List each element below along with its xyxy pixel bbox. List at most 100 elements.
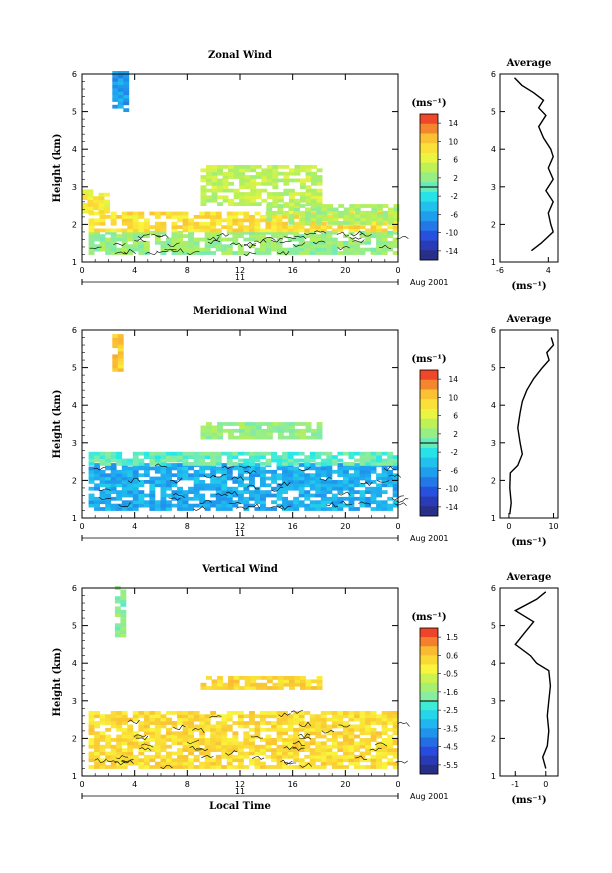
heatmap-cell: [160, 744, 167, 749]
heatmap-cell: [260, 714, 266, 719]
heatmap-cell: [260, 451, 266, 456]
heatmap-cell: [237, 483, 244, 488]
heatmap-cell: [237, 724, 244, 729]
heatmap-cell: [305, 422, 312, 426]
heatmap-cell: [177, 507, 183, 511]
heatmap-cell: [171, 473, 178, 478]
heatmap-cell: [243, 724, 250, 729]
heatmap-cell: [392, 483, 399, 488]
heatmap-cell: [188, 247, 194, 252]
heatmap-cell: [320, 486, 327, 491]
heatmap-cell: [298, 247, 305, 252]
heatmap-cell: [381, 221, 388, 226]
heatmap-cell: [348, 240, 355, 245]
heatmap-cell: [188, 451, 194, 456]
heatmap-cell: [271, 714, 277, 719]
heatmap-cell: [237, 451, 244, 456]
heatmap-cell: [116, 507, 123, 511]
heatmap-cell: [210, 466, 217, 471]
heatmap-cell: [143, 463, 150, 467]
heatmap-cell: [88, 731, 95, 736]
heatmap-cell: [343, 483, 349, 488]
heatmap-cell: [265, 727, 272, 732]
heatmap-cell: [316, 435, 323, 440]
heatmap-cell: [121, 218, 128, 223]
heatmap-cell: [376, 500, 382, 505]
heatmap-cell: [287, 211, 294, 216]
heatmap-cell: [99, 761, 106, 766]
heatmap-cell: [298, 741, 305, 746]
heatmap-cell: [260, 717, 266, 722]
heatmap-cell: [114, 596, 121, 601]
heatmap-cell: [149, 211, 156, 216]
heatmap-cell: [171, 721, 178, 725]
heatmap-cell: [316, 175, 323, 179]
heatmap-cell: [326, 237, 333, 242]
heatmap-cell: [204, 473, 211, 478]
heatmap-cell: [233, 175, 240, 179]
heatmap-cell: [105, 455, 112, 459]
heatmap-cell: [261, 676, 268, 680]
colorbar-segment: [420, 673, 438, 684]
heatmap-cell: [283, 676, 290, 680]
heatmap-cell: [287, 717, 294, 722]
heatmap-cell: [228, 181, 234, 186]
heatmap-cell: [232, 480, 239, 484]
heatmap-cell: [326, 225, 333, 229]
heatmap-cell: [188, 473, 194, 478]
heatmap-cell: [266, 679, 273, 684]
heatmap-cell: [237, 244, 244, 249]
heatmap-cell: [200, 198, 207, 203]
zero-contour: [89, 230, 409, 257]
heatmap-cell: [215, 731, 222, 736]
heatmap-cell: [387, 455, 394, 459]
heatmap-cell: [331, 469, 338, 474]
heatmap-cell: [232, 765, 239, 769]
heatmap-cell: [222, 422, 229, 426]
heatmap-cell: [272, 192, 279, 196]
colorbar-segment: [420, 746, 438, 757]
heatmap-cell: [276, 754, 283, 759]
heatmap-cell: [237, 211, 244, 216]
heatmap-cell: [166, 451, 172, 456]
heatmap-cell: [149, 462, 156, 466]
heatmap-cell: [277, 210, 284, 215]
heatmap-cell: [304, 711, 311, 715]
heatmap-cell: [282, 225, 288, 229]
heatmap-cell: [320, 751, 327, 756]
heatmap-cell: [210, 469, 217, 474]
heatmap-cell: [381, 490, 388, 494]
heatmap-cell: [182, 714, 189, 719]
heatmap-cell: [298, 717, 305, 722]
heatmap-cell: [193, 483, 200, 488]
heatmap-cell: [138, 490, 145, 494]
heatmap-cell: [310, 214, 317, 218]
heatmap-cell: [288, 217, 295, 222]
heatmap-cell: [105, 714, 112, 719]
heatmap-cell: [233, 195, 240, 200]
heatmap-cell: [309, 503, 316, 508]
heatmap-cell: [271, 221, 277, 226]
heatmap-cell: [393, 214, 400, 218]
heatmap-cell: [243, 765, 250, 769]
average-frame: [499, 73, 559, 263]
heatmap-cell: [337, 711, 344, 715]
heatmap-cell: [266, 181, 273, 186]
heatmap-cell: [105, 237, 112, 242]
heatmap-cell: [193, 476, 200, 481]
heatmap-cell: [166, 463, 172, 467]
heatmap-cell: [215, 721, 222, 725]
colorbar-label: -0.5: [443, 670, 458, 679]
colorbar-segment: [420, 152, 438, 163]
heatmap-cell: [376, 234, 382, 238]
heatmap-cell: [88, 473, 95, 478]
heatmap-cell: [289, 679, 295, 684]
heatmap-cell: [160, 244, 167, 249]
heatmap-cell: [177, 496, 183, 501]
heatmap-cell: [331, 455, 338, 459]
heatmap-cell: [132, 503, 139, 508]
heatmap-cell: [337, 469, 344, 474]
heatmap-cell: [381, 251, 388, 255]
heatmap-cell: [132, 758, 139, 763]
average-y-tick-label: 4: [491, 659, 496, 668]
